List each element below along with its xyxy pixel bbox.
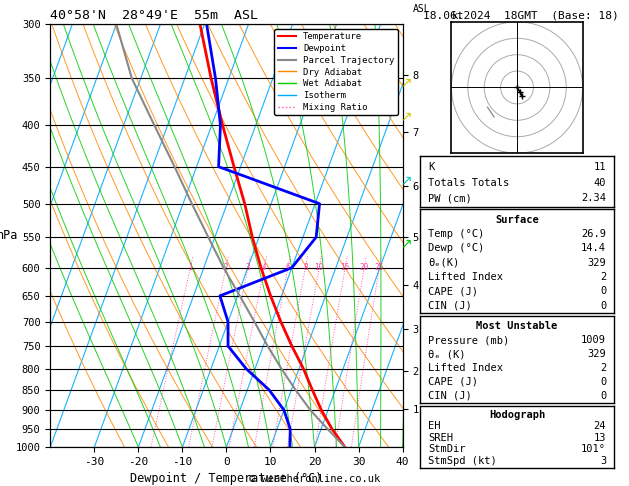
Text: Surface: Surface: [495, 215, 539, 225]
Y-axis label: Mixing Ratio (g/kg): Mixing Ratio (g/kg): [421, 176, 431, 295]
Text: 329: 329: [587, 258, 606, 268]
Text: 13: 13: [594, 433, 606, 443]
Text: 0: 0: [600, 391, 606, 401]
Text: 11: 11: [594, 162, 606, 172]
Text: 2: 2: [600, 363, 606, 373]
Text: EH: EH: [428, 421, 440, 431]
Text: 40°58'N  28°49'E  55m  ASL: 40°58'N 28°49'E 55m ASL: [50, 9, 259, 22]
Text: StmDir: StmDir: [428, 445, 465, 454]
Text: 6: 6: [286, 263, 290, 272]
Text: km
ASL: km ASL: [413, 0, 431, 14]
Text: 3: 3: [246, 263, 250, 272]
Text: CAPE (J): CAPE (J): [428, 286, 478, 296]
Text: ↗: ↗: [400, 173, 411, 187]
Text: 2: 2: [224, 263, 228, 272]
Text: 101°: 101°: [581, 445, 606, 454]
Text: 0: 0: [600, 286, 606, 296]
Text: 18.06.2024  18GMT  (Base: 18): 18.06.2024 18GMT (Base: 18): [423, 11, 618, 21]
Text: 329: 329: [587, 349, 606, 359]
Text: Dewp (°C): Dewp (°C): [428, 243, 484, 253]
Text: 14.4: 14.4: [581, 243, 606, 253]
Text: 26.9: 26.9: [581, 229, 606, 239]
Text: Pressure (mb): Pressure (mb): [428, 335, 509, 345]
X-axis label: Dewpoint / Temperature (°C): Dewpoint / Temperature (°C): [130, 472, 323, 486]
Text: 3: 3: [600, 456, 606, 466]
Text: 1: 1: [188, 263, 192, 272]
Text: 25: 25: [375, 263, 384, 272]
Text: 2: 2: [600, 272, 606, 282]
Text: Lifted Index: Lifted Index: [428, 272, 503, 282]
Text: θₑ (K): θₑ (K): [428, 349, 465, 359]
Text: CIN (J): CIN (J): [428, 301, 472, 311]
Text: θₑ(K): θₑ(K): [428, 258, 459, 268]
Text: CIN (J): CIN (J): [428, 391, 472, 401]
Text: K: K: [428, 162, 434, 172]
Text: ↗: ↗: [400, 76, 411, 89]
Text: © weatheronline.co.uk: © weatheronline.co.uk: [249, 473, 380, 484]
Text: 15: 15: [340, 263, 350, 272]
Text: SREH: SREH: [428, 433, 453, 443]
Text: kt: kt: [452, 11, 464, 21]
Text: StmSpd (kt): StmSpd (kt): [428, 456, 497, 466]
Text: 2.34: 2.34: [581, 193, 606, 203]
Text: 40: 40: [594, 177, 606, 188]
Text: 4: 4: [262, 263, 267, 272]
Text: Temp (°C): Temp (°C): [428, 229, 484, 239]
Text: 0: 0: [600, 377, 606, 387]
Text: Lifted Index: Lifted Index: [428, 363, 503, 373]
Text: ↗: ↗: [400, 236, 411, 250]
Text: 1009: 1009: [581, 335, 606, 345]
Text: Totals Totals: Totals Totals: [428, 177, 509, 188]
Legend: Temperature, Dewpoint, Parcel Trajectory, Dry Adiabat, Wet Adiabat, Isotherm, Mi: Temperature, Dewpoint, Parcel Trajectory…: [274, 29, 398, 115]
Text: LCL: LCL: [425, 382, 442, 390]
Text: 0: 0: [600, 301, 606, 311]
Text: CAPE (J): CAPE (J): [428, 377, 478, 387]
Text: Most Unstable: Most Unstable: [476, 321, 558, 331]
Text: 10: 10: [314, 263, 324, 272]
Text: 8: 8: [303, 263, 308, 272]
Text: 20: 20: [360, 263, 369, 272]
Text: 24: 24: [594, 421, 606, 431]
Text: ↗: ↗: [400, 110, 411, 123]
Text: Hodograph: Hodograph: [489, 410, 545, 419]
Text: hPa: hPa: [0, 229, 19, 242]
Text: PW (cm): PW (cm): [428, 193, 472, 203]
